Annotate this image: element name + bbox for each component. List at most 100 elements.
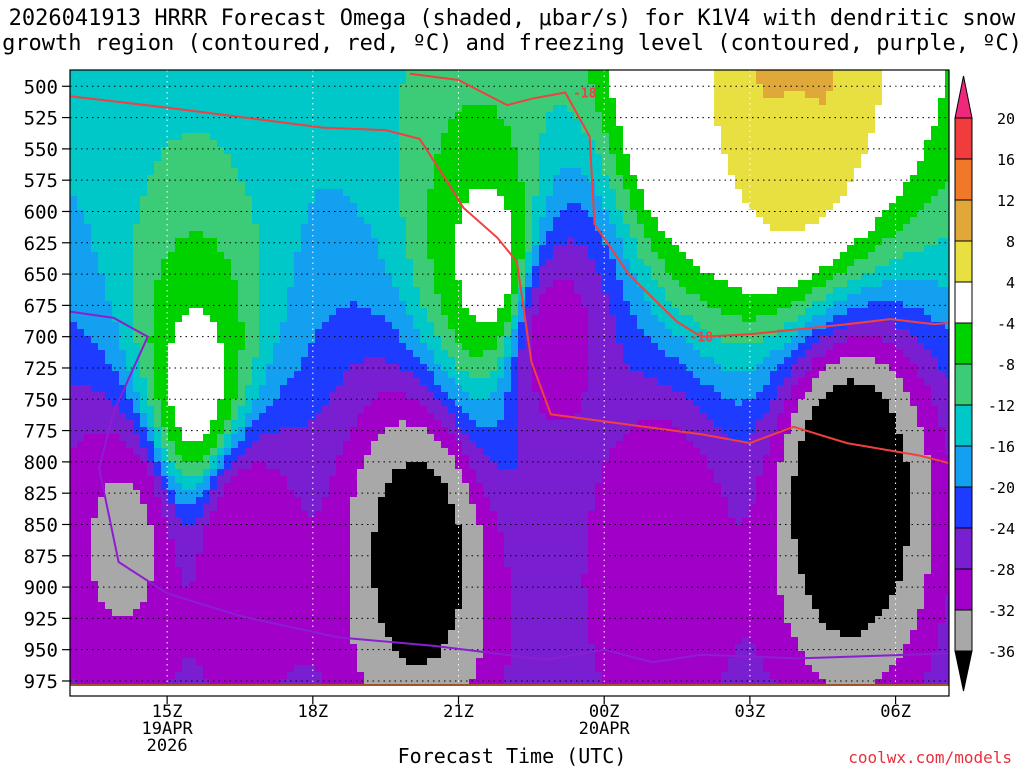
omega-cell — [455, 231, 463, 239]
omega-cell — [651, 105, 659, 113]
omega-cell — [140, 182, 148, 190]
omega-cell — [371, 161, 379, 169]
omega-cell — [378, 154, 386, 162]
omega-cell — [91, 112, 99, 120]
omega-cell — [483, 343, 491, 351]
omega-cell — [189, 231, 197, 239]
omega-cell — [175, 217, 183, 225]
omega-cell — [819, 294, 827, 302]
omega-cell — [497, 77, 505, 85]
omega-cell — [679, 245, 687, 253]
omega-cell — [217, 266, 225, 274]
omega-cell — [707, 133, 715, 141]
omega-cell — [287, 126, 295, 134]
omega-cell — [672, 245, 680, 253]
omega-cell — [392, 329, 400, 337]
omega-cell — [420, 98, 428, 106]
omega-cell — [91, 343, 99, 351]
omega-cell — [714, 154, 722, 162]
omega-cell — [329, 203, 337, 211]
omega-cell — [105, 140, 113, 148]
omega-cell — [378, 217, 386, 225]
omega-cell — [707, 336, 715, 344]
omega-cell — [322, 287, 330, 295]
omega-cell — [511, 105, 519, 113]
omega-cell — [602, 301, 610, 309]
omega-cell — [756, 126, 764, 134]
omega-cell — [791, 119, 799, 127]
omega-cell — [224, 70, 232, 78]
omega-cell — [938, 308, 946, 316]
omega-cell — [805, 301, 813, 309]
omega-cell — [924, 77, 932, 85]
omega-cell — [112, 336, 120, 344]
omega-cell — [630, 280, 638, 288]
omega-cell — [875, 308, 883, 316]
omega-cell — [476, 231, 484, 239]
omega-cell — [693, 287, 701, 295]
omega-cell — [630, 189, 638, 197]
omega-cell — [777, 175, 785, 183]
omega-cell — [553, 182, 561, 190]
omega-cell — [609, 91, 617, 99]
omega-cell — [280, 196, 288, 204]
omega-cell — [252, 322, 260, 330]
omega-cell — [882, 119, 890, 127]
omega-cell — [399, 252, 407, 260]
omega-cell — [210, 322, 218, 330]
omega-cell — [112, 91, 120, 99]
omega-cell — [763, 98, 771, 106]
omega-cell — [147, 336, 155, 344]
omega-cell — [294, 112, 302, 120]
omega-cell — [462, 301, 470, 309]
omega-cell — [798, 84, 806, 92]
omega-cell — [770, 238, 778, 246]
omega-cell — [875, 168, 883, 176]
omega-cell — [427, 210, 435, 218]
omega-cell — [588, 273, 596, 281]
omega-cell — [798, 147, 806, 155]
omega-cell — [126, 175, 134, 183]
omega-cell — [560, 322, 568, 330]
omega-cell — [448, 259, 456, 267]
omega-cell — [385, 245, 393, 253]
omega-cell — [924, 119, 932, 127]
omega-cell — [175, 287, 183, 295]
omega-cell — [588, 133, 596, 141]
omega-cell — [175, 182, 183, 190]
omega-cell — [714, 182, 722, 190]
omega-cell — [357, 161, 365, 169]
omega-cell — [329, 238, 337, 246]
omega-cell — [882, 273, 890, 281]
omega-cell — [770, 161, 778, 169]
omega-cell — [448, 105, 456, 113]
omega-cell — [364, 238, 372, 246]
omega-cell — [252, 161, 260, 169]
omega-cell — [735, 203, 743, 211]
omega-cell — [651, 280, 659, 288]
omega-cell — [441, 308, 449, 316]
omega-cell — [413, 182, 421, 190]
omega-cell — [910, 245, 918, 253]
omega-cell — [917, 161, 925, 169]
omega-cell — [812, 77, 820, 85]
omega-cell — [217, 98, 225, 106]
omega-cell — [259, 238, 267, 246]
omega-cell — [588, 231, 596, 239]
omega-cell — [350, 308, 358, 316]
omega-cell — [490, 168, 498, 176]
omega-cell — [266, 329, 274, 337]
omega-cell — [266, 343, 274, 351]
omega-cell — [175, 280, 183, 288]
omega-cell — [840, 259, 848, 267]
omega-cell — [98, 343, 106, 351]
omega-cell — [504, 105, 512, 113]
omega-cell — [196, 98, 204, 106]
omega-cell — [448, 287, 456, 295]
omega-cell — [385, 98, 393, 106]
omega-cell — [343, 301, 351, 309]
omega-cell — [98, 105, 106, 113]
omega-cell — [259, 224, 267, 232]
omega-cell — [84, 259, 92, 267]
omega-cell — [427, 70, 435, 78]
